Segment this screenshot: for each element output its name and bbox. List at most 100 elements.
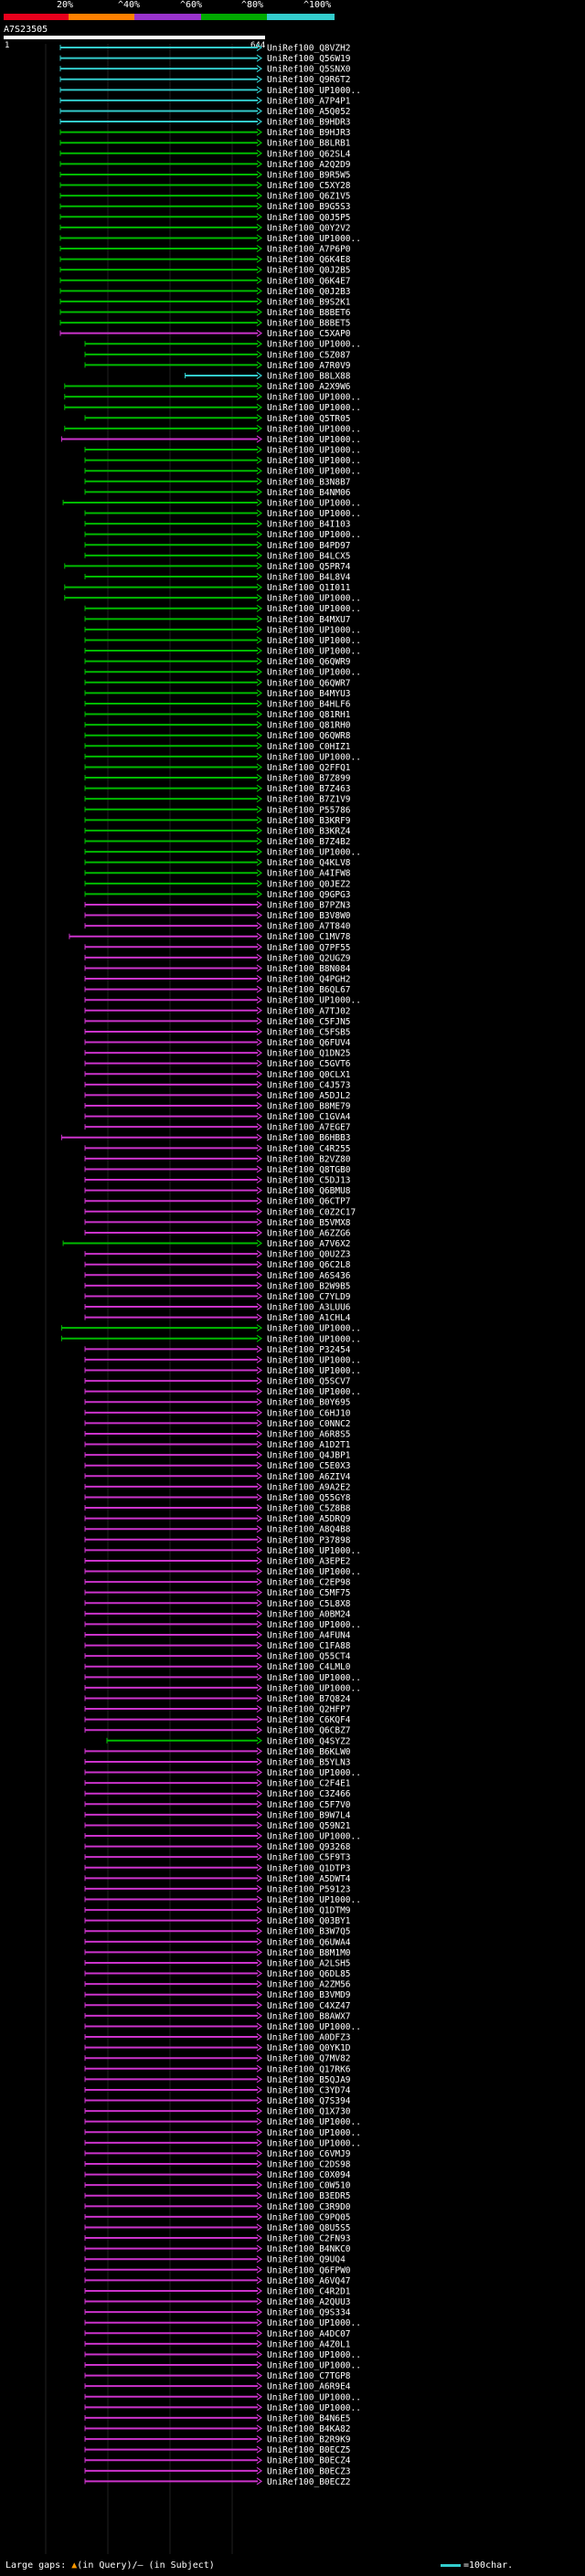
hit-label-199[interactable]: UniRef100_C6VMJ9 — [267, 2149, 351, 2159]
hit-label-108[interactable]: UniRef100_Q6BMU8 — [267, 1186, 351, 1196]
hit-label-116[interactable]: UniRef100_A6S436 — [267, 1271, 351, 1281]
hit-label-88[interactable]: UniRef100_Q4PGH2 — [267, 975, 351, 985]
hit-label-181[interactable]: UniRef100_A2LSH5 — [267, 1958, 351, 1968]
hit-label-155[interactable]: UniRef100_UP1000.. — [267, 1683, 361, 1693]
hit-label-47[interactable]: UniRef100_B4PD97 — [267, 541, 351, 551]
hit-label-36[interactable]: UniRef100_UP1000.. — [267, 424, 361, 434]
hit-label-169[interactable]: UniRef100_UP1000.. — [267, 1832, 361, 1842]
hit-label-146[interactable]: UniRef100_C5MF75 — [267, 1588, 351, 1598]
hit-label-83[interactable]: UniRef100_A7T840 — [267, 922, 351, 932]
hit-label-196[interactable]: UniRef100_UP1000.. — [267, 2117, 361, 2127]
hit-label-197[interactable]: UniRef100_UP1000.. — [267, 2128, 361, 2138]
hit-label-126[interactable]: UniRef100_Q5SCV7 — [267, 1377, 351, 1387]
hit-label-209[interactable]: UniRef100_Q9UQ4 — [267, 2255, 346, 2265]
hit-label-208[interactable]: UniRef100_B4NKC0 — [267, 2244, 351, 2254]
hit-label-193[interactable]: UniRef100_C3YD74 — [267, 2085, 351, 2095]
hit-label-55[interactable]: UniRef100_UP1000.. — [267, 625, 361, 635]
hit-label-63[interactable]: UniRef100_Q81RH1 — [267, 710, 351, 720]
hit-label-186[interactable]: UniRef100_B8AWX7 — [267, 2011, 351, 2021]
hit-label-136[interactable]: UniRef100_A9A2E2 — [267, 1482, 351, 1492]
hit-label-9[interactable]: UniRef100_B8LRB1 — [267, 139, 351, 149]
hit-label-103[interactable]: UniRef100_B6HBB3 — [267, 1133, 351, 1143]
hit-label-73[interactable]: UniRef100_B3KRF9 — [267, 816, 351, 826]
hit-label-120[interactable]: UniRef100_A1CHL4 — [267, 1313, 351, 1323]
hit-label-135[interactable]: UniRef100_A6ZIV4 — [267, 1472, 351, 1482]
hit-label-149[interactable]: UniRef100_UP1000.. — [267, 1620, 361, 1630]
hit-label-171[interactable]: UniRef100_C5F9T3 — [267, 1853, 351, 1863]
hit-label-30[interactable]: UniRef100_A7R0V9 — [267, 361, 351, 371]
hit-label-39[interactable]: UniRef100_UP1000.. — [267, 456, 361, 466]
hit-label-45[interactable]: UniRef100_B4I103 — [267, 520, 351, 530]
hit-label-165[interactable]: UniRef100_C3Z466 — [267, 1789, 351, 1799]
hit-label-13[interactable]: UniRef100_C5XY28 — [267, 181, 351, 191]
hit-label-225[interactable]: UniRef100_B4KA82 — [267, 2424, 351, 2434]
hit-label-44[interactable]: UniRef100_UP1000.. — [267, 509, 361, 519]
hit-label-52[interactable]: UniRef100_UP1000.. — [267, 594, 361, 604]
hit-label-70[interactable]: UniRef100_B7Z463 — [267, 784, 351, 794]
hit-label-5[interactable]: UniRef100_A7P4P1 — [267, 96, 351, 106]
hit-label-82[interactable]: UniRef100_B3V8W0 — [267, 911, 351, 921]
hit-label-180[interactable]: UniRef100_B8M1M0 — [267, 1948, 351, 1958]
hit-label-90[interactable]: UniRef100_UP1000.. — [267, 996, 361, 1006]
hit-label-62[interactable]: UniRef100_B4HLF6 — [267, 699, 351, 709]
hit-label-200[interactable]: UniRef100_C2DS98 — [267, 2160, 351, 2170]
hit-label-8[interactable]: UniRef100_B9HJR3 — [267, 128, 351, 138]
hit-label-64[interactable]: UniRef100_Q81RH0 — [267, 721, 351, 731]
hit-label-172[interactable]: UniRef100_Q1DTP3 — [267, 1863, 351, 1873]
hit-label-18[interactable]: UniRef100_UP1000.. — [267, 234, 361, 244]
hit-label-201[interactable]: UniRef100_C0X094 — [267, 2170, 351, 2180]
hit-label-211[interactable]: UniRef100_A6VQ47 — [267, 2276, 351, 2286]
hit-label-228[interactable]: UniRef100_B0ECZ4 — [267, 2456, 351, 2466]
hit-label-60[interactable]: UniRef100_Q6QWR7 — [267, 678, 351, 688]
hit-label-167[interactable]: UniRef100_B9W7L4 — [267, 1810, 351, 1820]
hit-label-229[interactable]: UniRef100_B0ECZ3 — [267, 2466, 351, 2476]
hit-label-177[interactable]: UniRef100_Q03BY1 — [267, 1916, 351, 1926]
hit-label-184[interactable]: UniRef100_B3VMD9 — [267, 1990, 351, 2000]
hit-label-101[interactable]: UniRef100_C1GVA4 — [267, 1112, 351, 1122]
hit-label-54[interactable]: UniRef100_B4MXU7 — [267, 615, 351, 625]
hit-label-195[interactable]: UniRef100_Q1X730 — [267, 2107, 351, 2117]
hit-label-130[interactable]: UniRef100_C0NNC2 — [267, 1419, 351, 1429]
hit-label-48[interactable]: UniRef100_B4LCX5 — [267, 551, 351, 561]
hit-label-95[interactable]: UniRef100_Q1DN25 — [267, 1049, 351, 1059]
hit-label-104[interactable]: UniRef100_C4R255 — [267, 1144, 351, 1154]
hit-label-213[interactable]: UniRef100_A2QUU3 — [267, 2297, 351, 2307]
hit-label-113[interactable]: UniRef100_A7V6X2 — [267, 1239, 351, 1249]
hit-label-217[interactable]: UniRef100_A4Z0L1 — [267, 2339, 351, 2349]
hit-label-84[interactable]: UniRef100_C1MV78 — [267, 932, 351, 942]
hit-label-92[interactable]: UniRef100_C5FJN5 — [267, 1017, 351, 1027]
hit-label-210[interactable]: UniRef100_Q6FPW0 — [267, 2265, 351, 2275]
hit-label-178[interactable]: UniRef100_B3W7Q5 — [267, 1927, 351, 1937]
hit-label-174[interactable]: UniRef100_P59123 — [267, 1884, 351, 1894]
hit-label-67[interactable]: UniRef100_UP1000.. — [267, 752, 361, 762]
hit-label-3[interactable]: UniRef100_Q9R6T2 — [267, 75, 351, 85]
hit-label-24[interactable]: UniRef100_B9S2K1 — [267, 297, 351, 307]
hit-label-112[interactable]: UniRef100_A6ZZG6 — [267, 1228, 351, 1238]
hit-label-38[interactable]: UniRef100_UP1000.. — [267, 446, 361, 456]
hit-label-16[interactable]: UniRef100_Q0J5P5 — [267, 213, 351, 223]
hit-label-198[interactable]: UniRef100_UP1000.. — [267, 2138, 361, 2148]
hit-label-192[interactable]: UniRef100_B5QJA9 — [267, 2075, 351, 2085]
hit-label-145[interactable]: UniRef100_C2EP98 — [267, 1578, 351, 1588]
hit-label-59[interactable]: UniRef100_UP1000.. — [267, 668, 361, 678]
hit-label-142[interactable]: UniRef100_UP1000.. — [267, 1546, 361, 1556]
hit-label-160[interactable]: UniRef100_Q4SYZ2 — [267, 1736, 351, 1746]
hit-label-215[interactable]: UniRef100_UP1000.. — [267, 2318, 361, 2328]
hit-label-31[interactable]: UniRef100_B8LX88 — [267, 371, 351, 381]
hit-label-21[interactable]: UniRef100_Q0J2B5 — [267, 266, 351, 276]
hit-label-71[interactable]: UniRef100_B7Z1V9 — [267, 795, 351, 805]
hit-label-190[interactable]: UniRef100_Q7MV82 — [267, 2054, 351, 2064]
hit-label-0[interactable]: UniRef100_Q8VZH2 — [267, 44, 351, 54]
hit-label-133[interactable]: UniRef100_Q4JBP1 — [267, 1451, 351, 1461]
hit-label-11[interactable]: UniRef100_A2Q2D9 — [267, 160, 351, 170]
hit-label-224[interactable]: UniRef100_B4N6E5 — [267, 2413, 351, 2423]
hit-label-33[interactable]: UniRef100_UP1000.. — [267, 393, 361, 403]
hit-label-19[interactable]: UniRef100_A7P6P0 — [267, 245, 351, 255]
hit-label-26[interactable]: UniRef100_B8BET5 — [267, 319, 351, 329]
hit-label-173[interactable]: UniRef100_A5DWT4 — [267, 1874, 351, 1884]
hit-label-89[interactable]: UniRef100_B6QL67 — [267, 985, 351, 995]
hit-label-93[interactable]: UniRef100_C5FSB5 — [267, 1027, 351, 1037]
hit-label-125[interactable]: UniRef100_UP1000.. — [267, 1366, 361, 1376]
hit-label-124[interactable]: UniRef100_UP1000.. — [267, 1355, 361, 1365]
hit-label-118[interactable]: UniRef100_C7YLD9 — [267, 1292, 351, 1302]
